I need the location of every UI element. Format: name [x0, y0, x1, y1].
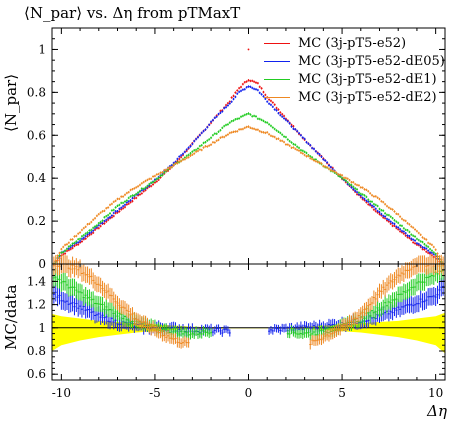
y-tick-label: 1 — [38, 321, 46, 335]
ratio-y-axis-label: MC/data — [2, 284, 20, 350]
outlier-point — [247, 48, 250, 51]
legend-label: MC (3j-pT5-e52) — [298, 35, 407, 51]
x-tick-label: 0 — [245, 386, 253, 400]
x-tick-label: -5 — [149, 386, 161, 400]
y-tick-label: 0.6 — [27, 128, 46, 142]
y-tick-label: 1.2 — [27, 298, 46, 312]
legend: MC (3j-pT5-e52) MC (3j-pT5-e52-dE05) MC … — [264, 34, 445, 106]
legend-swatch — [264, 60, 290, 62]
x-tick-label: -10 — [52, 386, 71, 400]
y-tick-label: 0.4 — [27, 171, 46, 185]
series-mc-3j-pt5-e52-de05- — [52, 85, 445, 265]
series-mc-3j-pt5-e52- — [52, 79, 445, 266]
y-tick-label: 0.8 — [27, 344, 46, 358]
uncertainty-band — [52, 312, 445, 354]
chart-title: ⟨N_par⟩ vs. Δη from pTMaxT — [24, 4, 241, 22]
legend-entry: MC (3j-pT5-e52-dE1) — [264, 70, 445, 88]
main-panel: 0 0.2 0.4 0.6 0.8 1 — [27, 27, 446, 271]
legend-label: MC (3j-pT5-e52-dE05) — [298, 53, 445, 69]
y-tick-label: 0.6 — [27, 367, 46, 381]
ratio-panel: 0.6 0.8 1 1.2 1.4 -10 -5 0 5 10 — [27, 254, 446, 400]
series-mc-3j-pt5-e52-de2- — [52, 254, 445, 350]
x-axis-label: Δη — [427, 402, 447, 420]
legend-label: MC (3j-pT5-e52-dE1) — [298, 71, 437, 87]
legend-entry: MC (3j-pT5-e52-dE05) — [264, 52, 445, 70]
legend-entry: MC (3j-pT5-e52) — [264, 34, 445, 52]
y-tick-label: 1.4 — [27, 274, 46, 288]
legend-swatch — [264, 42, 290, 44]
legend-label: MC (3j-pT5-e52-dE2) — [298, 89, 437, 105]
y-tick-label: 0.2 — [27, 214, 46, 228]
x-tick-label: 10 — [428, 386, 443, 400]
legend-entry: MC (3j-pT5-e52-dE2) — [264, 88, 445, 106]
y-tick-label: 0.8 — [27, 85, 46, 99]
y-tick-label: 1 — [38, 42, 46, 56]
legend-swatch — [264, 96, 290, 98]
series-mc-3j-pt5-e52-de1- — [52, 112, 445, 266]
x-tick-label: 5 — [338, 386, 346, 400]
legend-swatch — [264, 78, 290, 80]
main-y-axis-label: ⟨N_par⟩ — [2, 73, 20, 132]
series-mc-3j-pt5-e52-de2- — [52, 125, 445, 266]
y-tick-label: 0 — [38, 257, 46, 271]
